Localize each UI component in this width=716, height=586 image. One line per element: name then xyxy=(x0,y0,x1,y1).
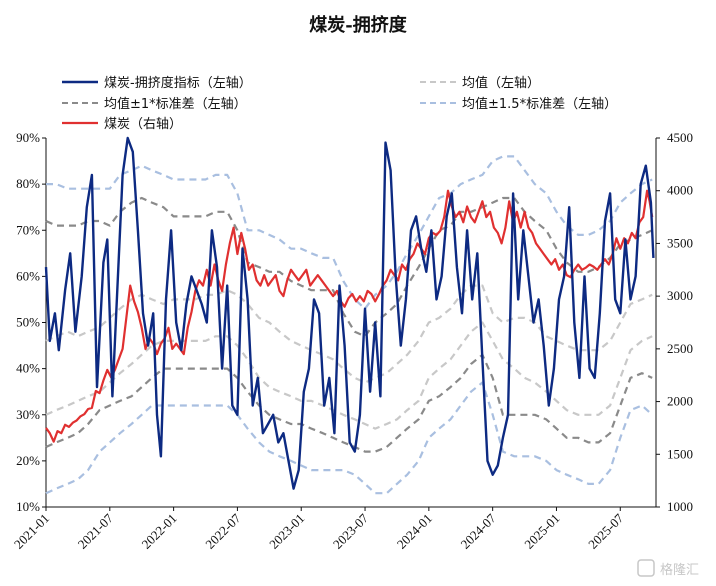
y-right-tick-label: 1500 xyxy=(667,446,693,461)
series-mean xyxy=(45,284,653,384)
y-left-tick-label: 70% xyxy=(16,222,40,237)
x-tick-label: 2025-01 xyxy=(521,511,562,552)
x-tick-label: 2022-01 xyxy=(138,511,179,552)
x-tick-label: 2022-07 xyxy=(202,510,244,552)
y-right-tick-label: 3500 xyxy=(667,235,693,250)
x-ticks: 2021-01 2021-07 2022-01 2022-07 2023-01 2023-… xyxy=(11,507,627,552)
series-crowd xyxy=(44,136,655,490)
series-sd1-lower xyxy=(45,353,653,453)
series-sd15-lower xyxy=(45,381,653,495)
series-sd15-upper xyxy=(46,155,653,310)
x-tick-label: 2021-07 xyxy=(75,510,117,552)
x-tick-label: 2023-07 xyxy=(330,510,372,552)
legend-label-sd15: 均值±1.5*标准差（左轴） xyxy=(462,96,617,112)
y-right-tick-label: 3000 xyxy=(667,288,693,303)
y-right-ticks: 1000 1500 2000 2500 3000 3500 4000 4500 xyxy=(656,130,693,514)
y-left-tick-label: 50% xyxy=(16,315,40,330)
y-left-tick-label: 80% xyxy=(16,176,40,191)
chart-title: 煤炭-拥挤度 xyxy=(309,14,407,36)
series-mean-lower xyxy=(45,321,653,430)
legend-label-mean: 均值（左轴） xyxy=(462,75,540,91)
y-left-tick-label: 90% xyxy=(16,130,40,145)
watermark-text: 格隆汇 xyxy=(660,562,699,577)
legend-label-price: 煤炭（右轴） xyxy=(104,117,182,132)
y-left-tick-label: 40% xyxy=(16,361,40,376)
series-sd1-upper xyxy=(45,196,653,338)
y-left-tick-label: 60% xyxy=(16,268,40,283)
y-right-tick-label: 4500 xyxy=(667,130,693,145)
legend-label-crowd: 煤炭-拥挤度指标（左轴） xyxy=(104,75,252,91)
y-left-ticks: 10% 20% 30% 40% 50% 60% 70% 80% 90% xyxy=(16,130,46,514)
x-tick-label: 2021-01 xyxy=(11,511,52,552)
series xyxy=(44,136,655,495)
y-left-tick-label: 10% xyxy=(16,499,40,514)
y-left-tick-label: 30% xyxy=(16,407,40,422)
y-right-tick-label: 1000 xyxy=(667,499,693,514)
watermark-logo-icon xyxy=(637,559,655,577)
axes xyxy=(45,138,657,508)
y-right-tick-label: 2500 xyxy=(667,341,693,356)
x-tick-label: 2024-07 xyxy=(458,510,500,552)
x-tick-label: 2023-01 xyxy=(266,511,307,552)
watermark: 格隆汇 xyxy=(637,559,699,577)
x-tick-label: 2024-01 xyxy=(394,511,435,552)
legend: 煤炭-拥挤度指标（左轴） 均值（左轴） 均值±1*标准差（左轴） 均值±1.5*… xyxy=(62,75,617,132)
x-tick-label: 2025-07 xyxy=(585,510,627,552)
y-right-tick-label: 2000 xyxy=(667,394,693,409)
y-right-tick-label: 4000 xyxy=(667,183,693,198)
legend-label-sd1: 均值±1*标准差（左轴） xyxy=(104,96,247,112)
y-left-tick-label: 20% xyxy=(16,453,40,468)
